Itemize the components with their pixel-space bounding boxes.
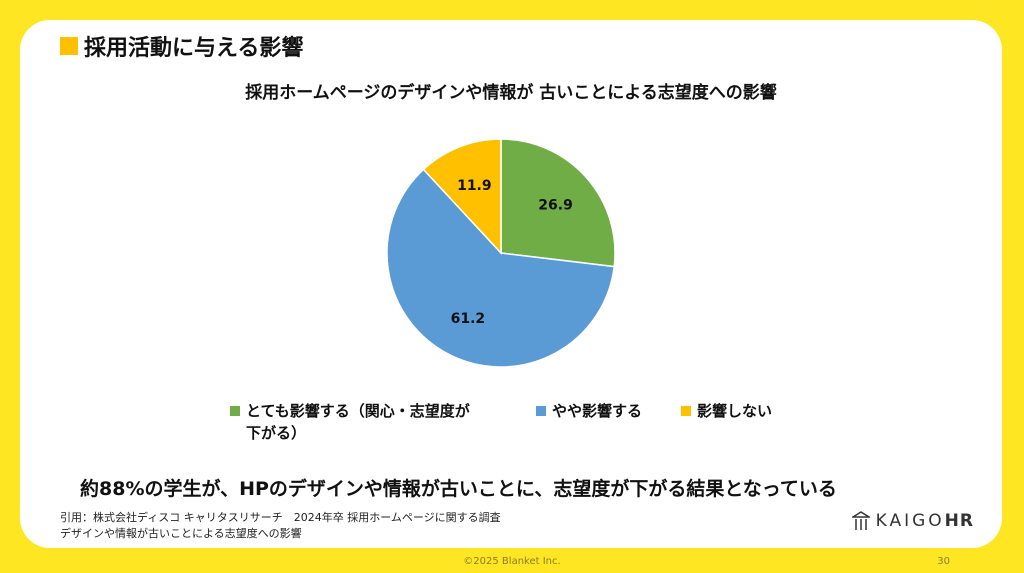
section-title-text: 採用活動に与える影響 (84, 36, 304, 61)
pillar-logo-icon (851, 511, 870, 530)
legend-item-1: とても影響する（関心・志望度が 下がる） (230, 400, 470, 444)
source-citation: 引用：株式会社ディスコ キャリタスリサーチ 2024年卒 採用ホームページに関す… (60, 510, 501, 542)
source-line-2: デザインや情報が古いことによる志望度への影響 (60, 527, 302, 540)
legend-label: とても影響する（関心・志望度が 下がる） (246, 402, 470, 442)
title-marker (60, 37, 78, 55)
logo-text-bold: HR (944, 511, 974, 531)
kaigohr-logo: KAIGOHR (851, 511, 974, 531)
pie-chart: 26.9 61.2 11.9 (386, 138, 616, 368)
conclusion-text: 約88%の学生が、HPのデザインや情報が古いことに、志望度が下がる結果となってい… (80, 478, 837, 500)
pie-slice-2 (386, 168, 616, 368)
legend-swatch (230, 406, 240, 416)
chart-title: 採用ホームページのデザインや情報が 古いことによる志望度への影響 (245, 83, 777, 103)
logo-text: KAIGO (875, 511, 945, 531)
slice-value-label-3: 11.9 (457, 178, 492, 194)
section-title: 採用活動に与える影響 (60, 30, 303, 62)
page-number: 30 (937, 556, 950, 567)
slice-value-label-1: 26.9 (538, 198, 573, 214)
legend-label: やや影響する (552, 402, 643, 420)
slide-card: 採用活動に与える影響 採用ホームページのデザインや情報が 古いことによる志望度へ… (20, 20, 1002, 548)
legend-swatch (681, 406, 691, 416)
legend-item-2: やや影響する (536, 400, 642, 422)
footer-copyright: ©2025 Blanket Inc. (463, 556, 561, 567)
legend-item-3: 影響しない (681, 400, 772, 422)
source-line-1: 引用：株式会社ディスコ キャリタスリサーチ 2024年卒 採用ホームページに関す… (60, 511, 501, 524)
pie-slice-3 (422, 138, 502, 255)
legend-label: 影響しない (697, 402, 773, 420)
legend-swatch (536, 406, 546, 416)
pie-slice-1 (500, 138, 616, 268)
slice-value-label-2: 61.2 (451, 311, 486, 327)
